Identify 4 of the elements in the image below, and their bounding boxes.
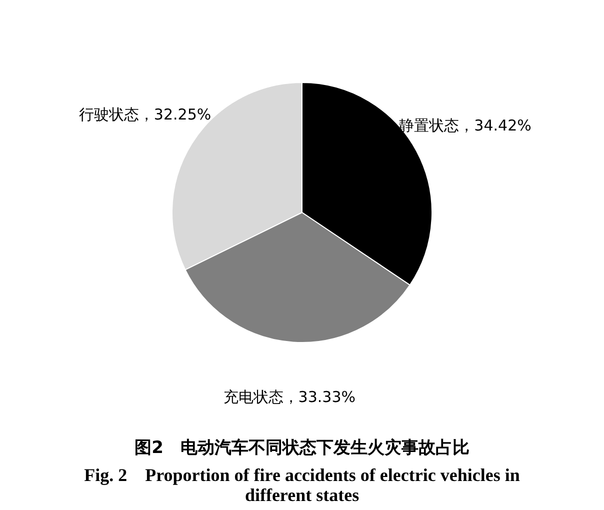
slice-label: 充电状态，33.33% — [223, 388, 356, 406]
slice-label: 行驶状态，32.25% — [78, 106, 212, 124]
text: 图2 电动汽车不同状态下发生火灾事故占比 — [134, 438, 470, 458]
text: Fig. 2 Proportion of fire accidents of electric vehicles in different states — [84, 465, 520, 505]
